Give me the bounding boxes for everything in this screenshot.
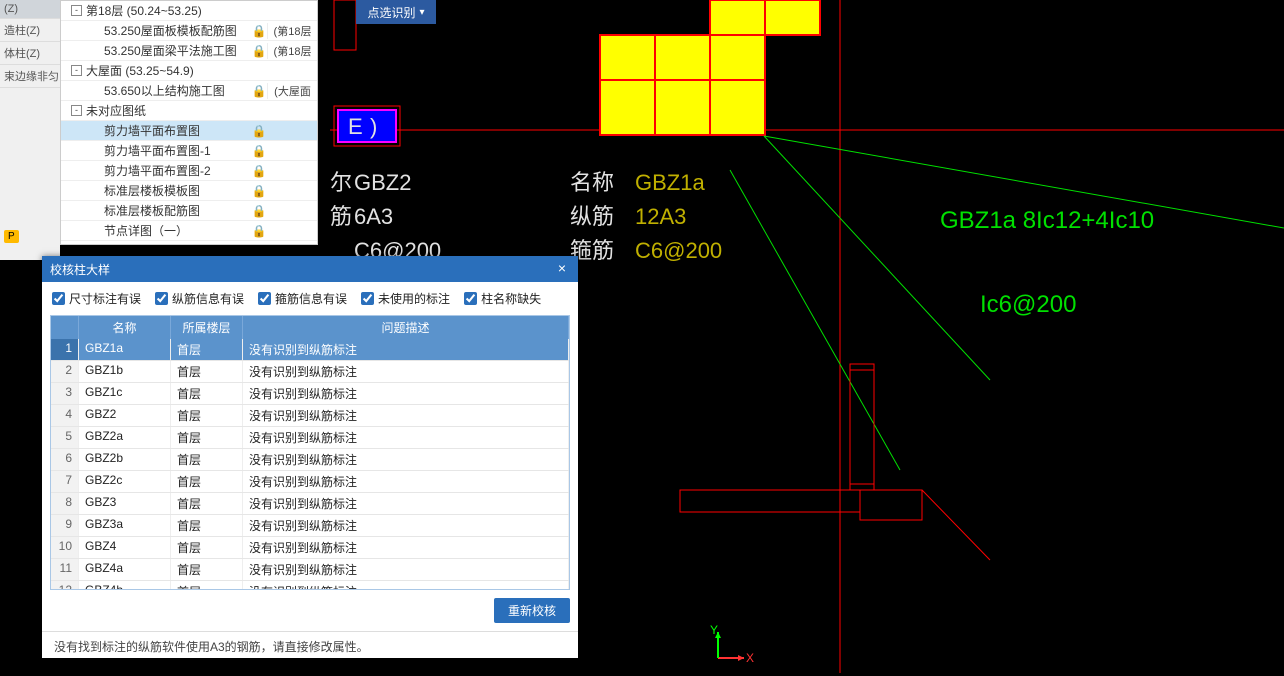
table-row[interactable]: 2GBZ1b首层没有识别到纵筋标注 <box>51 361 569 383</box>
drawing-tree[interactable]: -第18层 (50.24~53.25)53.250屋面板模板配筋图🔒(第18层5… <box>60 0 318 245</box>
svg-text:C6@200: C6@200 <box>635 238 722 263</box>
table-row[interactable]: 10GBZ4首层没有识别到纵筋标注 <box>51 537 569 559</box>
sidebar-item[interactable]: (Z) <box>0 0 60 19</box>
recheck-button[interactable]: 重新校核 <box>494 598 570 623</box>
table-row[interactable]: 4GBZ2首层没有识别到纵筋标注 <box>51 405 569 427</box>
filter-check[interactable]: 尺寸标注有误 <box>52 290 141 307</box>
filter-checks: 尺寸标注有误纵筋信息有误箍筋信息有误未使用的标注柱名称缺失 <box>42 282 578 315</box>
filter-check[interactable]: 柱名称缺失 <box>464 290 541 307</box>
tree-row[interactable]: -大屋面 (53.25~54.9) <box>61 61 317 81</box>
svg-text:X: X <box>746 651 754 665</box>
svg-text:12A3: 12A3 <box>635 204 686 229</box>
tree-item-label: 标准层楼板配筋图 <box>104 202 251 219</box>
lock-icon: 🔒 <box>251 124 267 138</box>
expand-icon[interactable]: - <box>71 105 82 116</box>
svg-text:Ic6@200: Ic6@200 <box>980 291 1076 318</box>
lock-icon: 🔒 <box>251 24 267 38</box>
tree-item-label: 节点详图（一） <box>104 222 251 239</box>
filter-check[interactable]: 箍筋信息有误 <box>258 290 347 307</box>
lock-icon: 🔒 <box>251 44 267 58</box>
table-row[interactable]: 1GBZ1a首层没有识别到纵筋标注 <box>51 339 569 361</box>
tree-row[interactable]: 剪力墙平面布置图-2🔒 <box>61 161 317 181</box>
table-row[interactable]: 12GBZ4b首层没有识别到纵筋标注 <box>51 581 569 589</box>
table-row[interactable]: 5GBZ2a首层没有识别到纵筋标注 <box>51 427 569 449</box>
lock-icon: 🔒 <box>251 224 267 238</box>
tree-row[interactable]: 53.650以上结构施工图🔒(大屋面 <box>61 81 317 101</box>
tree-row[interactable]: 剪力墙平面布置图-1🔒 <box>61 141 317 161</box>
svg-text:名称: 名称 <box>570 170 614 195</box>
table-row[interactable]: 7GBZ2c首层没有识别到纵筋标注 <box>51 471 569 493</box>
tree-item-label: 剪力墙平面布置图-1 <box>104 142 251 159</box>
tree-row[interactable]: 标准层楼板模板图🔒 <box>61 181 317 201</box>
tree-item-label: 第18层 (50.24~53.25) <box>86 2 251 19</box>
filter-check[interactable]: 纵筋信息有误 <box>155 290 244 307</box>
tree-row[interactable]: -未对应图纸 <box>61 101 317 121</box>
grid-header: 名称 所属楼层 问题描述 <box>51 316 569 339</box>
svg-text:纵筋: 纵筋 <box>570 204 614 229</box>
tree-item-label: 标准层楼板模板图 <box>104 182 251 199</box>
svg-text:Y: Y <box>710 623 718 637</box>
lock-icon: 🔒 <box>251 84 267 98</box>
check-dialog: 校核柱大样 × 尺寸标注有误纵筋信息有误箍筋信息有误未使用的标注柱名称缺失 名称… <box>42 256 578 658</box>
lock-icon: 🔒 <box>251 144 267 158</box>
svg-text:GBZ1a: GBZ1a <box>635 170 705 195</box>
tree-row[interactable]: 53.250屋面板模板配筋图🔒(第18层 <box>61 21 317 41</box>
svg-text:): ) <box>370 114 377 139</box>
tree-item-label: 53.250屋面梁平法施工图 <box>104 42 251 59</box>
table-row[interactable]: 6GBZ2b首层没有识别到纵筋标注 <box>51 449 569 471</box>
tree-item-label: 53.250屋面板模板配筋图 <box>104 22 251 39</box>
svg-text:GBZ1a 8Ic12+4Ic10: GBZ1a 8Ic12+4Ic10 <box>940 207 1154 234</box>
table-row[interactable]: 8GBZ3首层没有识别到纵筋标注 <box>51 493 569 515</box>
issues-grid: 名称 所属楼层 问题描述 1GBZ1a首层没有识别到纵筋标注2GBZ1b首层没有… <box>50 315 570 590</box>
left-sidebar: (Z) 造柱(Z) 体柱(Z) 束边缘非匀 P <box>0 0 60 260</box>
lock-icon: 🔒 <box>251 164 267 178</box>
svg-text:6A3: 6A3 <box>354 204 393 229</box>
tree-row[interactable]: 标准层楼板配筋图🔒 <box>61 201 317 221</box>
lock-icon: 🔒 <box>251 204 267 218</box>
tree-item-label: 剪力墙平面布置图 <box>104 122 251 139</box>
tree-item-label: 剪力墙平面布置图-2 <box>104 162 251 179</box>
svg-text:尔: 尔 <box>330 170 352 195</box>
table-row[interactable]: 3GBZ1c首层没有识别到纵筋标注 <box>51 383 569 405</box>
sidebar-item[interactable]: 体柱(Z) <box>0 42 60 65</box>
table-row[interactable]: 9GBZ3a首层没有识别到纵筋标注 <box>51 515 569 537</box>
expand-icon[interactable]: - <box>71 5 82 16</box>
hint-text: 没有找到标注的纵筋软件使用A3的钢筋，请直接修改属性。 <box>42 631 578 661</box>
dialog-titlebar[interactable]: 校核柱大样 × <box>42 256 578 282</box>
yellow-shape <box>600 0 820 135</box>
tree-row[interactable]: 节点详图（一）🔒 <box>61 221 317 241</box>
lock-icon: 🔒 <box>251 184 267 198</box>
tree-item-label: 未对应图纸 <box>86 102 251 119</box>
table-row[interactable]: 11GBZ4a首层没有识别到纵筋标注 <box>51 559 569 581</box>
recognize-dropdown[interactable]: 点选识别 <box>356 0 436 24</box>
tree-item-label: 大屋面 (53.25~54.9) <box>86 62 251 79</box>
close-icon[interactable]: × <box>554 261 570 277</box>
tree-item-label: 53.650以上结构施工图 <box>104 82 251 99</box>
tree-row[interactable]: -第18层 (50.24~53.25) <box>61 1 317 21</box>
blue-label: E <box>348 114 363 139</box>
svg-text:筋: 筋 <box>330 204 352 229</box>
dialog-title: 校核柱大样 <box>50 261 554 278</box>
axis-gizmo: X Y <box>710 626 750 669</box>
expand-icon[interactable]: - <box>71 65 82 76</box>
tree-row[interactable]: 剪力墙平面布置图🔒 <box>61 121 317 141</box>
svg-text:GBZ2: GBZ2 <box>354 170 411 195</box>
filter-check[interactable]: 未使用的标注 <box>361 290 450 307</box>
tree-row[interactable]: 53.250屋面梁平法施工图🔒(第18层 <box>61 41 317 61</box>
sidebar-item[interactable]: 束边缘非匀 <box>0 65 60 88</box>
sidebar-item[interactable]: 造柱(Z) <box>0 19 60 42</box>
badge: P <box>4 230 19 243</box>
